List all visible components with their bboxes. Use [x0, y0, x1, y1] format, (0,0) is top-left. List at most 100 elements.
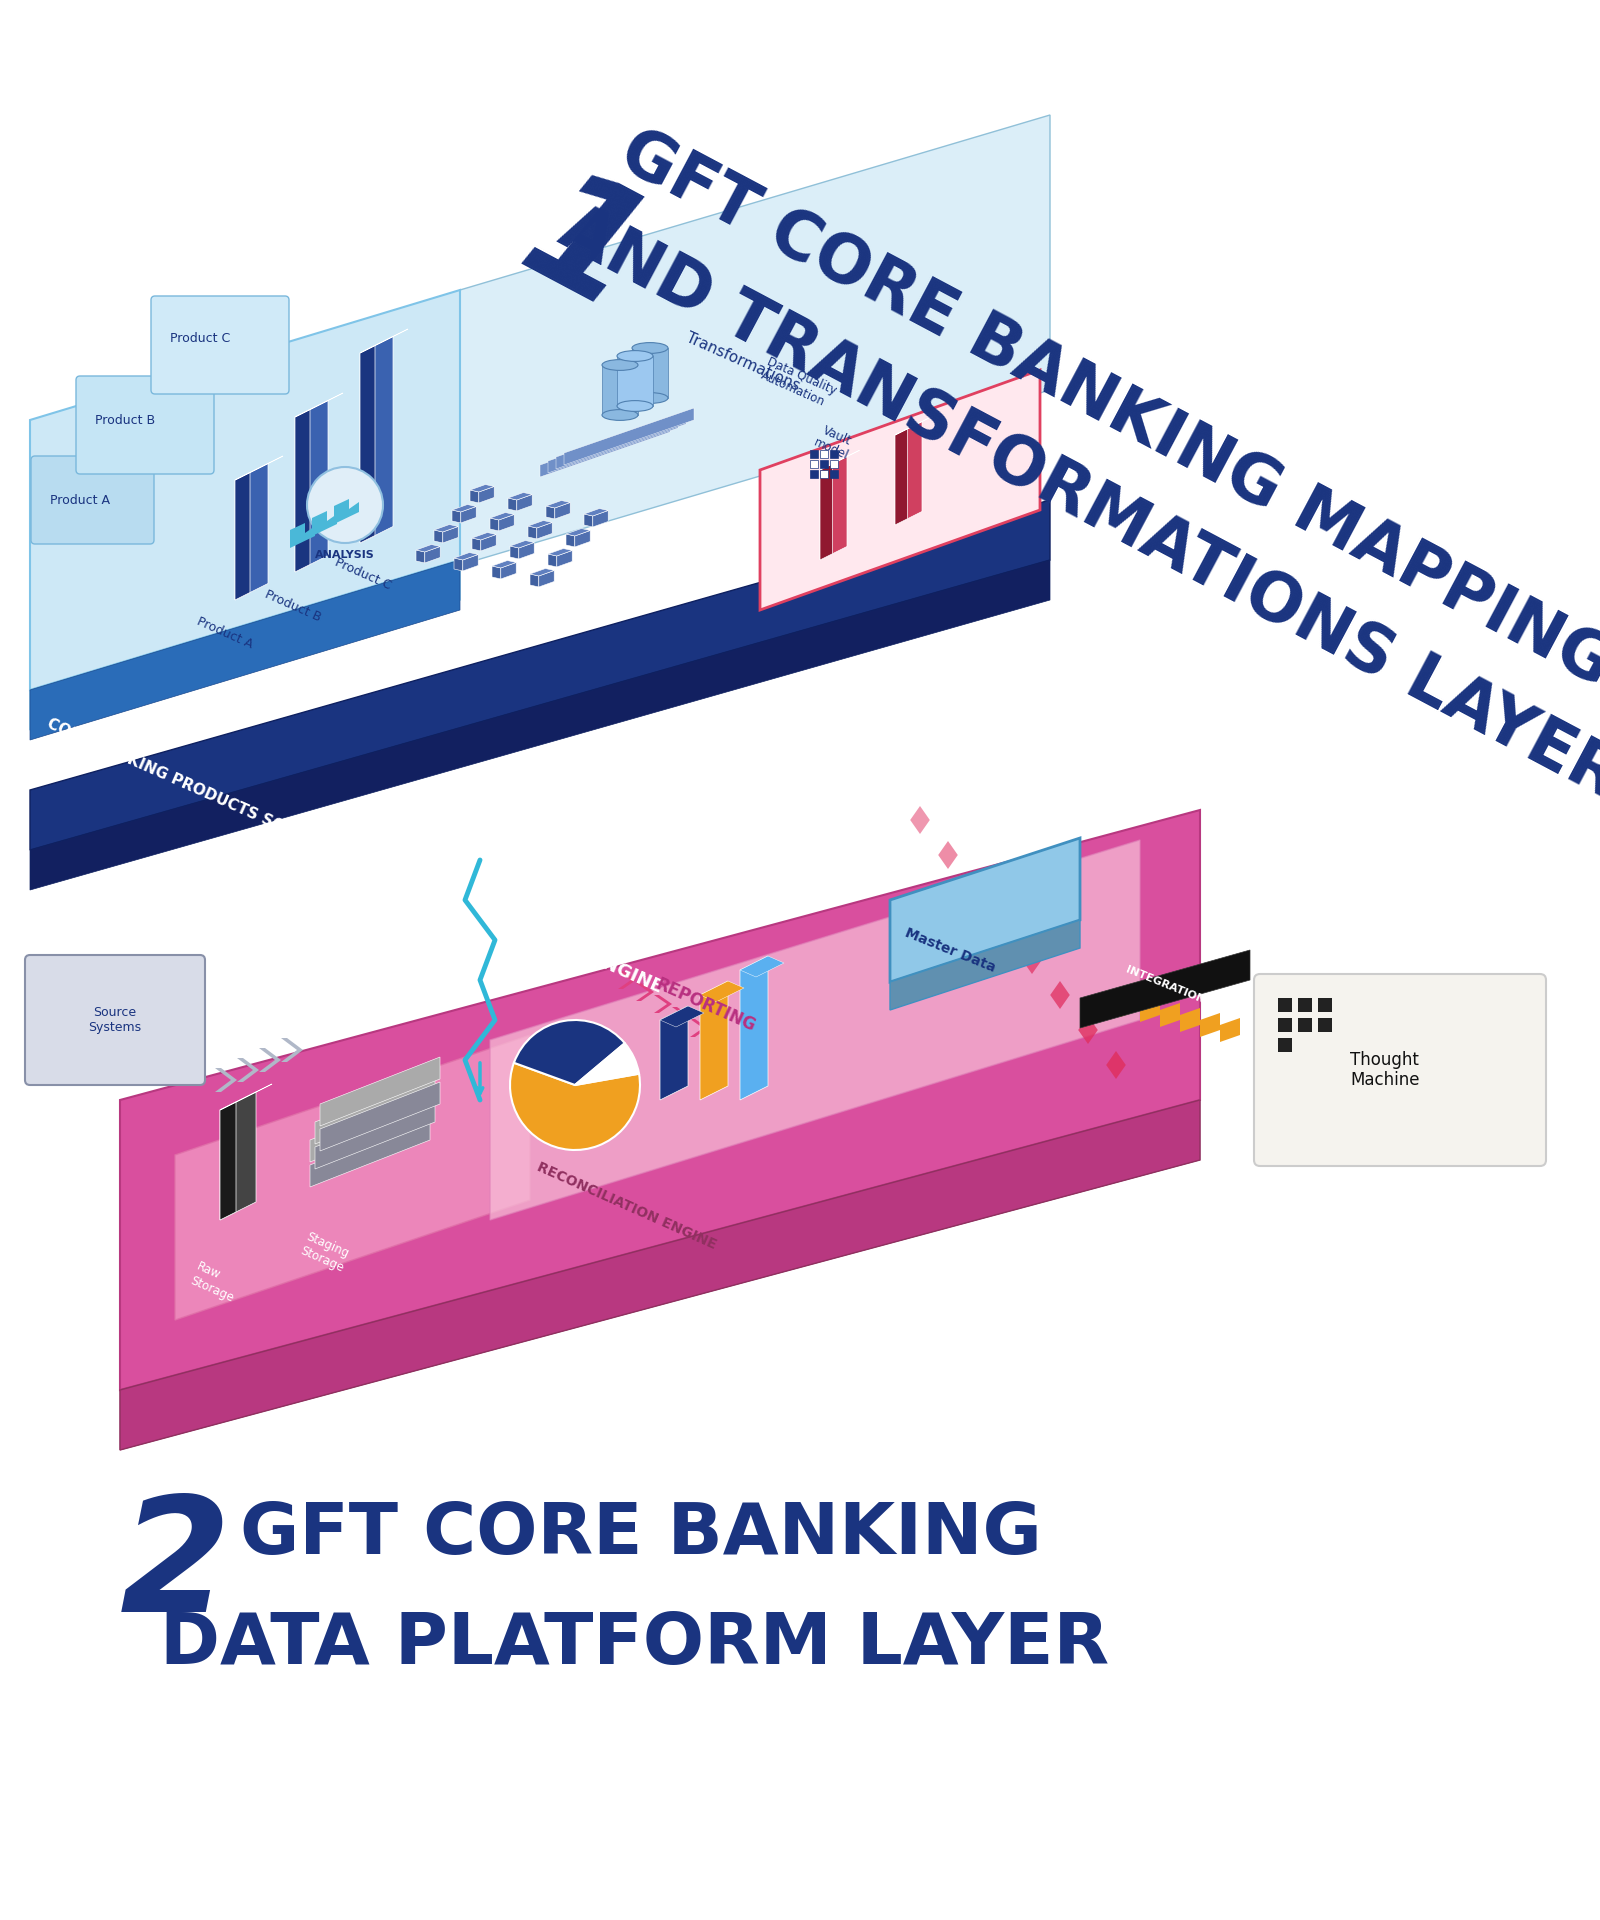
Polygon shape [547, 555, 557, 566]
Polygon shape [528, 526, 536, 540]
FancyBboxPatch shape [830, 461, 838, 468]
Polygon shape [237, 1058, 259, 1083]
Polygon shape [360, 336, 394, 543]
Text: 2: 2 [120, 1490, 230, 1645]
Polygon shape [739, 956, 784, 977]
Polygon shape [470, 484, 494, 492]
Polygon shape [259, 1048, 282, 1071]
Polygon shape [462, 555, 478, 570]
Polygon shape [320, 1083, 440, 1150]
Polygon shape [310, 1117, 430, 1187]
FancyBboxPatch shape [1254, 973, 1546, 1165]
Ellipse shape [602, 359, 638, 371]
Ellipse shape [602, 409, 638, 420]
Polygon shape [546, 507, 555, 518]
Polygon shape [1080, 950, 1250, 1027]
FancyBboxPatch shape [1298, 998, 1312, 1012]
Polygon shape [1200, 1014, 1221, 1037]
Polygon shape [690, 1020, 707, 1037]
Polygon shape [221, 1085, 272, 1110]
Polygon shape [235, 472, 250, 599]
Polygon shape [509, 493, 533, 499]
Polygon shape [819, 451, 859, 470]
FancyBboxPatch shape [830, 470, 838, 478]
Polygon shape [661, 1006, 688, 1100]
Polygon shape [461, 507, 477, 522]
Polygon shape [30, 561, 1050, 891]
Polygon shape [1181, 1008, 1200, 1033]
Text: Raw
Storage: Raw Storage [189, 1260, 242, 1304]
Polygon shape [334, 499, 358, 524]
Polygon shape [530, 574, 539, 588]
Polygon shape [480, 534, 496, 551]
Polygon shape [546, 501, 570, 509]
Wedge shape [574, 1043, 638, 1085]
Polygon shape [501, 563, 517, 580]
Text: INTEGRATION: INTEGRATION [1125, 964, 1206, 1006]
Polygon shape [416, 549, 426, 563]
Polygon shape [493, 561, 517, 568]
Text: RECONCILIATION ENGINE: RECONCILIATION ENGINE [534, 1160, 718, 1252]
Polygon shape [566, 528, 590, 536]
FancyBboxPatch shape [830, 449, 838, 459]
Polygon shape [890, 920, 1080, 1010]
Text: Source
Systems: Source Systems [88, 1006, 141, 1035]
Polygon shape [360, 346, 374, 543]
Text: Vault
model: Vault model [811, 422, 856, 463]
Polygon shape [541, 420, 670, 476]
Polygon shape [282, 1039, 302, 1062]
Polygon shape [290, 522, 315, 547]
Polygon shape [310, 1092, 430, 1162]
Polygon shape [454, 559, 462, 570]
Ellipse shape [632, 342, 669, 353]
Polygon shape [510, 541, 534, 547]
Polygon shape [30, 499, 1050, 851]
Text: CORE BANKING MAPPING ENGINE: CORE BANKING MAPPING ENGINE [350, 843, 666, 996]
Polygon shape [470, 490, 478, 503]
Text: GFT CORE BANKING: GFT CORE BANKING [240, 1500, 1042, 1569]
Polygon shape [221, 1102, 237, 1219]
Polygon shape [701, 981, 744, 1002]
Polygon shape [294, 409, 310, 572]
Polygon shape [760, 371, 1040, 611]
Polygon shape [574, 530, 590, 547]
Polygon shape [1106, 1050, 1126, 1079]
Text: Product A: Product A [195, 614, 254, 651]
Polygon shape [120, 810, 1200, 1390]
FancyBboxPatch shape [1318, 998, 1331, 1012]
FancyBboxPatch shape [819, 449, 829, 459]
Polygon shape [1120, 993, 1139, 1018]
Circle shape [307, 467, 382, 543]
Polygon shape [174, 1035, 530, 1321]
Polygon shape [910, 806, 930, 833]
FancyBboxPatch shape [810, 461, 818, 468]
Text: Product A: Product A [50, 493, 110, 507]
Text: ANALYSIS: ANALYSIS [315, 549, 374, 561]
Polygon shape [490, 841, 1139, 1219]
Polygon shape [661, 1006, 704, 1027]
Polygon shape [1022, 947, 1042, 973]
Polygon shape [819, 465, 832, 561]
Polygon shape [120, 1100, 1200, 1450]
Polygon shape [701, 981, 728, 1100]
Polygon shape [584, 509, 608, 516]
Polygon shape [454, 553, 478, 561]
Polygon shape [214, 1068, 237, 1092]
Polygon shape [360, 328, 408, 353]
Polygon shape [1221, 1018, 1240, 1043]
Polygon shape [30, 561, 461, 730]
Text: CORE BANKING PRODUCTS SOURCE MAPPING: CORE BANKING PRODUCTS SOURCE MAPPING [45, 716, 406, 889]
Polygon shape [672, 1006, 690, 1025]
FancyBboxPatch shape [150, 296, 290, 394]
Polygon shape [637, 983, 654, 1000]
Text: REPORTING: REPORTING [653, 975, 758, 1035]
Polygon shape [478, 486, 494, 503]
FancyBboxPatch shape [26, 954, 205, 1085]
Polygon shape [453, 511, 461, 522]
Polygon shape [461, 115, 1050, 564]
Polygon shape [890, 837, 1080, 981]
Polygon shape [618, 972, 637, 989]
Polygon shape [30, 561, 461, 739]
Polygon shape [557, 413, 686, 468]
Polygon shape [490, 518, 499, 532]
